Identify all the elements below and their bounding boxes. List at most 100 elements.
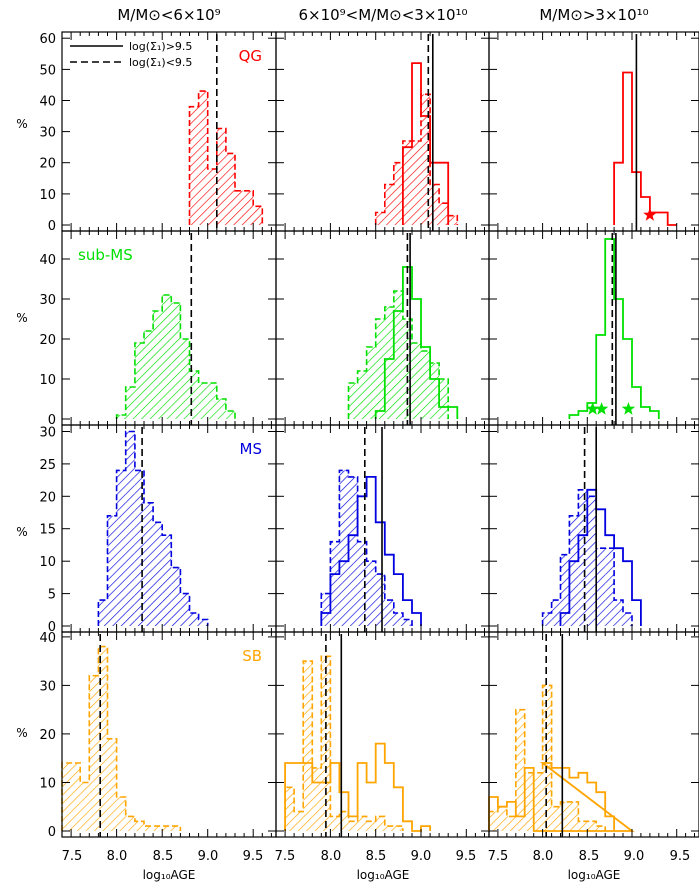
x-tick-label: 9.5 (243, 849, 264, 864)
hatched-bar (348, 383, 358, 419)
y-tick-label: 0 (48, 219, 56, 234)
hatched-bar (439, 379, 449, 419)
hatched-bar (515, 709, 525, 831)
row-label-ms: MS (240, 440, 262, 458)
hatched-bar (596, 826, 606, 831)
panel-sb-col-2 (488, 631, 699, 838)
hatched-bar (162, 826, 172, 831)
hatched-bar (533, 772, 543, 831)
ylabel-row-sb: % (16, 726, 27, 740)
panel-sub-ms-col-2 (488, 230, 699, 426)
hatched-bar (162, 535, 172, 626)
y-tick-label: 0 (48, 825, 56, 840)
y-tick-label: 10 (39, 188, 56, 203)
dashed-histogram (284, 655, 404, 831)
hatched-bar (448, 215, 458, 225)
dashed-histogram (320, 469, 413, 626)
hatched-bar (244, 190, 254, 225)
hatched-bar (393, 613, 403, 626)
panel-qg-col-0: 0 10 20 30 40 50 60 (39, 31, 277, 234)
hatched-bar (489, 811, 498, 831)
hatched-bar (198, 383, 208, 419)
y-tick-label: 0 (48, 620, 56, 635)
hatched-bar (125, 816, 135, 831)
solid-histogram (559, 488, 642, 626)
x-tick-label: 7.5 (275, 849, 296, 864)
hatched-bar (207, 169, 217, 225)
hatched-bar (569, 801, 579, 831)
hatched-bar (578, 821, 588, 831)
hatched-bar (497, 806, 507, 831)
hatched-bar (125, 431, 135, 626)
hatched-bar (62, 763, 72, 831)
y-tick-label: 20 (39, 490, 56, 505)
x-tick-label: 8.5 (366, 849, 387, 864)
hatched-bar (153, 522, 163, 626)
hatched-bar (384, 826, 394, 831)
column-title-high-mass: M/M⊙>3×10¹⁰ (539, 6, 648, 24)
hatched-bar (134, 470, 144, 626)
hatched-bar (569, 515, 579, 626)
hatched-bar (375, 319, 385, 419)
hatched-bar (421, 351, 431, 419)
hatched-bar (330, 816, 340, 831)
y-tick-label: 10 (39, 777, 56, 792)
hatched-bar (366, 347, 376, 419)
dashed-histogram (115, 294, 236, 419)
row-label-qg: QG (239, 47, 262, 65)
hatched-bar (551, 806, 561, 831)
hatched-bar (107, 738, 117, 831)
hatched-bar (253, 206, 263, 225)
dashed-histogram (188, 90, 264, 225)
hatched-bar (393, 162, 403, 225)
hatched-bar (551, 600, 561, 626)
hatched-bar (162, 295, 172, 419)
dashed-histogram (347, 290, 449, 419)
hatched-bar (421, 94, 431, 225)
hatched-bar (430, 363, 440, 419)
hatched-bar (366, 821, 376, 831)
solid-histogram (568, 238, 660, 419)
hatched-bar (384, 600, 394, 626)
x-tick-label: 7.5 (62, 849, 83, 864)
xlabel-col-0: log₁₀AGE (143, 868, 196, 882)
y-tick-label: 60 (39, 32, 56, 47)
hatched-bar (144, 826, 154, 831)
y-tick-label: 30 (39, 679, 56, 694)
y-tick-label: 40 (39, 631, 56, 646)
panel-frame (488, 230, 699, 426)
ylabel-row-ms: % (16, 525, 27, 539)
x-tick-label: 9.5 (456, 849, 477, 864)
hatched-bar (189, 613, 199, 626)
legend: log(Σ₁)>9.5 log(Σ₁)<9.5 (70, 40, 192, 69)
panel-frame (488, 631, 699, 838)
hatched-bar (171, 567, 181, 626)
solid-histogram (374, 266, 459, 419)
hatched-bar (439, 203, 449, 225)
hatched-bar (134, 343, 144, 419)
star-marker (643, 208, 657, 221)
dashed-histogram (374, 93, 459, 225)
panel-ms-col-2 (488, 424, 699, 633)
y-tick-label: 30 (39, 126, 56, 141)
hatched-bar (71, 763, 81, 831)
x-tick-label: 8.5 (579, 849, 600, 864)
hatched-bar (384, 307, 394, 419)
hatched-bar (216, 128, 226, 225)
column-title-low-mass: M/M⊙<6×10⁹ (117, 6, 220, 24)
x-tick-labels-col-1: 7.5 8.0 8.5 9.0 9.5 (275, 849, 477, 864)
hatched-bar (89, 675, 99, 831)
hatched-bar (375, 574, 385, 626)
x-tick-label: 9.5 (670, 849, 691, 864)
y-tick-label: 20 (39, 728, 56, 743)
panel-qg-col-2 (488, 31, 699, 232)
star-marker (594, 402, 609, 415)
legend-solid-label: log(Σ₁)>9.5 (129, 40, 192, 53)
hatched-bar (116, 797, 126, 831)
solid-histogram (320, 476, 422, 626)
panel-qg-col-1 (275, 31, 490, 232)
hatched-bar (402, 619, 412, 626)
hatched-bar (560, 801, 570, 831)
hatched-bar (542, 685, 552, 831)
hatched-bar (357, 541, 367, 626)
